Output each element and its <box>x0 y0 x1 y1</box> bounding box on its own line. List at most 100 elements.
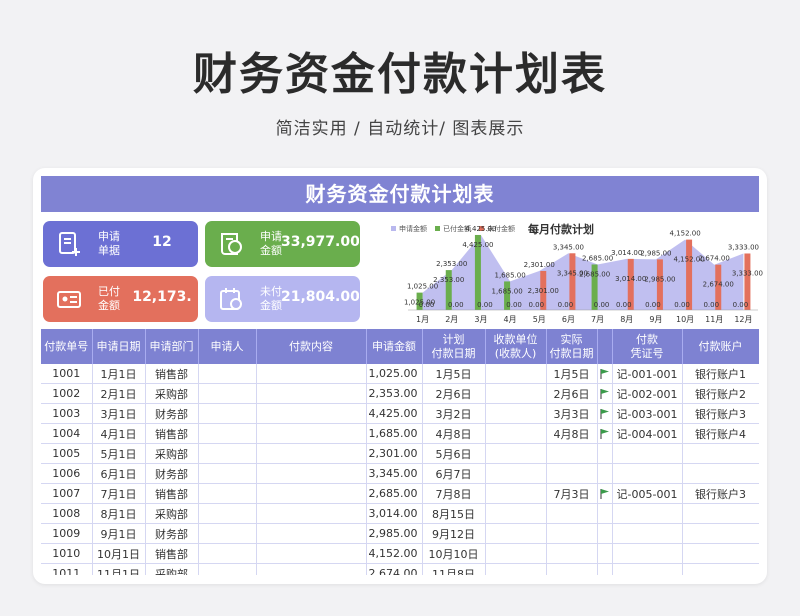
cell-voucher[interactable] <box>612 563 683 575</box>
cell-amount[interactable]: 3,345.00 <box>366 463 423 484</box>
cell-status-flag[interactable] <box>597 383 613 404</box>
cell-amount[interactable]: 4,425.00 <box>366 403 423 424</box>
cell-voucher[interactable] <box>612 543 683 564</box>
cell-status-flag[interactable] <box>597 364 613 384</box>
cell-date[interactable]: 1月1日 <box>92 364 146 384</box>
cell-plan[interactable]: 1月5日 <box>422 364 486 384</box>
cell-content[interactable] <box>256 503 367 524</box>
cell-status-flag[interactable] <box>597 483 613 504</box>
column-header[interactable] <box>597 329 613 364</box>
cell-amount[interactable]: 2,685.00 <box>366 483 423 504</box>
cell-actual[interactable] <box>546 523 598 544</box>
column-header[interactable]: 计划 付款日期 <box>422 329 486 364</box>
cell-amount[interactable]: 1,025.00 <box>366 364 423 384</box>
cell-date[interactable]: 5月1日 <box>92 443 146 464</box>
column-header[interactable]: 收款单位 (收款人) <box>485 329 547 364</box>
column-header[interactable]: 申请金额 <box>366 329 423 364</box>
cell-payee[interactable] <box>485 483 547 504</box>
cell-voucher[interactable]: 记-001-001 <box>612 364 683 384</box>
cell-plan[interactable]: 3月2日 <box>422 403 486 424</box>
cell-voucher[interactable] <box>612 463 683 484</box>
table-row[interactable]: 1007 7月1日 销售部 2,685.00 7月8日 7月3日 记-005-001 银行账户… <box>41 483 759 504</box>
table-row[interactable]: 1003 3月1日 财务部 4,425.00 3月2日 3月3日 记-003-001 银行账户… <box>41 403 759 424</box>
cell-plan[interactable]: 7月8日 <box>422 483 486 504</box>
cell-person[interactable] <box>198 503 257 524</box>
cell-status-flag[interactable] <box>597 423 613 444</box>
cell-dept[interactable]: 销售部 <box>145 543 199 564</box>
cell-id[interactable]: 1002 <box>41 383 93 404</box>
cell-date[interactable]: 3月1日 <box>92 403 146 424</box>
cell-date[interactable]: 2月1日 <box>92 383 146 404</box>
cell-dept[interactable]: 采购部 <box>145 383 199 404</box>
cell-id[interactable]: 1008 <box>41 503 93 524</box>
cell-payee[interactable] <box>485 543 547 564</box>
cell-voucher[interactable]: 记-003-001 <box>612 403 683 424</box>
cell-status-flag[interactable] <box>597 503 613 524</box>
cell-payee[interactable] <box>485 443 547 464</box>
cell-payee[interactable] <box>485 423 547 444</box>
cell-account[interactable]: 银行账户3 <box>682 403 759 424</box>
cell-person[interactable] <box>198 463 257 484</box>
cell-status-flag[interactable] <box>597 403 613 424</box>
cell-dept[interactable]: 销售部 <box>145 483 199 504</box>
cell-account[interactable] <box>682 523 759 544</box>
cell-person[interactable] <box>198 383 257 404</box>
table-row[interactable]: 1006 6月1日 财务部 3,345.00 6月7日 <box>41 463 759 484</box>
cell-person[interactable] <box>198 423 257 444</box>
cell-amount[interactable]: 4,152.00 <box>366 543 423 564</box>
cell-date[interactable]: 10月1日 <box>92 543 146 564</box>
cell-date[interactable]: 8月1日 <box>92 503 146 524</box>
cell-plan[interactable]: 10月10日 <box>422 543 486 564</box>
cell-payee[interactable] <box>485 523 547 544</box>
cell-amount[interactable]: 2,674.00 <box>366 563 423 575</box>
cell-id[interactable]: 1010 <box>41 543 93 564</box>
table-row[interactable]: 1001 1月1日 销售部 1,025.00 1月5日 1月5日 记-001-001 银行账户… <box>41 364 759 384</box>
cell-account[interactable] <box>682 503 759 524</box>
cell-payee[interactable] <box>485 364 547 384</box>
cell-actual[interactable]: 3月3日 <box>546 403 598 424</box>
cell-id[interactable]: 1007 <box>41 483 93 504</box>
cell-status-flag[interactable] <box>597 563 613 575</box>
cell-account[interactable] <box>682 443 759 464</box>
table-row[interactable]: 1010 10月1日 销售部 4,152.00 10月10日 <box>41 543 759 564</box>
cell-dept[interactable]: 销售部 <box>145 364 199 384</box>
column-header[interactable]: 付款 凭证号 <box>612 329 683 364</box>
cell-content[interactable] <box>256 483 367 504</box>
table-row[interactable]: 1004 4月1日 销售部 1,685.00 4月8日 4月8日 记-004-001 银行账户… <box>41 423 759 444</box>
cell-voucher[interactable] <box>612 443 683 464</box>
cell-actual[interactable]: 2月6日 <box>546 383 598 404</box>
cell-person[interactable] <box>198 523 257 544</box>
cell-person[interactable] <box>198 543 257 564</box>
cell-account[interactable]: 银行账户3 <box>682 483 759 504</box>
cell-amount[interactable]: 1,685.00 <box>366 423 423 444</box>
cell-status-flag[interactable] <box>597 443 613 464</box>
cell-person[interactable] <box>198 443 257 464</box>
cell-amount[interactable]: 2,301.00 <box>366 443 423 464</box>
cell-plan[interactable]: 11月8日 <box>422 563 486 575</box>
cell-id[interactable]: 1001 <box>41 364 93 384</box>
column-header[interactable]: 付款内容 <box>256 329 367 364</box>
cell-actual[interactable]: 1月5日 <box>546 364 598 384</box>
cell-content[interactable] <box>256 543 367 564</box>
cell-account[interactable]: 银行账户2 <box>682 383 759 404</box>
cell-dept[interactable]: 销售部 <box>145 423 199 444</box>
cell-account[interactable]: 银行账户4 <box>682 423 759 444</box>
cell-amount[interactable]: 2,985.00 <box>366 523 423 544</box>
cell-content[interactable] <box>256 383 367 404</box>
cell-plan[interactable]: 9月12日 <box>422 523 486 544</box>
cell-dept[interactable]: 采购部 <box>145 503 199 524</box>
cell-amount[interactable]: 2,353.00 <box>366 383 423 404</box>
cell-actual[interactable] <box>546 463 598 484</box>
cell-actual[interactable] <box>546 563 598 575</box>
cell-payee[interactable] <box>485 403 547 424</box>
cell-dept[interactable]: 采购部 <box>145 443 199 464</box>
cell-voucher[interactable]: 记-005-001 <box>612 483 683 504</box>
cell-person[interactable] <box>198 403 257 424</box>
cell-person[interactable] <box>198 483 257 504</box>
cell-account[interactable] <box>682 563 759 575</box>
cell-id[interactable]: 1005 <box>41 443 93 464</box>
cell-content[interactable] <box>256 364 367 384</box>
cell-content[interactable] <box>256 563 367 575</box>
cell-date[interactable]: 9月1日 <box>92 523 146 544</box>
table-row[interactable]: 1011 11月1日 采购部 2,674.00 11月8日 <box>41 563 759 575</box>
